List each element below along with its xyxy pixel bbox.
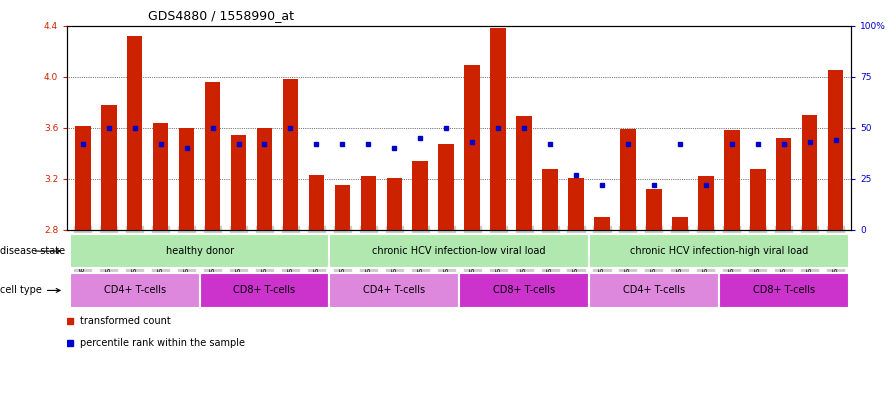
Bar <box>542 169 558 230</box>
Bar <box>231 135 246 230</box>
Text: chronic HCV infection-high viral load: chronic HCV infection-high viral load <box>630 246 808 256</box>
Text: CD4+ T-cells: CD4+ T-cells <box>104 285 166 296</box>
Bar <box>589 273 719 308</box>
Bar <box>282 79 298 230</box>
Text: percentile rank within the sample: percentile rank within the sample <box>80 338 245 348</box>
Bar <box>360 176 376 230</box>
Bar <box>776 138 791 230</box>
Bar <box>101 105 116 230</box>
Text: healthy donor: healthy donor <box>166 246 234 256</box>
Text: cell type: cell type <box>0 285 60 296</box>
Bar <box>698 176 713 230</box>
Bar <box>412 161 428 230</box>
Text: GDS4880 / 1558990_at: GDS4880 / 1558990_at <box>148 9 294 22</box>
Text: CD4+ T-cells: CD4+ T-cells <box>363 285 426 296</box>
Bar <box>672 217 687 230</box>
Bar <box>459 273 589 308</box>
Bar <box>828 70 843 230</box>
Bar <box>802 115 817 230</box>
Bar <box>646 189 661 230</box>
Bar <box>70 273 200 308</box>
Bar <box>75 127 90 230</box>
Bar <box>386 178 402 230</box>
Bar <box>200 273 330 308</box>
Bar <box>334 185 350 230</box>
Bar <box>594 217 610 230</box>
Bar <box>724 130 739 230</box>
Bar <box>330 234 589 268</box>
Text: CD8+ T-cells: CD8+ T-cells <box>234 285 296 296</box>
Bar <box>330 273 459 308</box>
Bar <box>490 28 506 230</box>
Text: chronic HCV infection-low viral load: chronic HCV infection-low viral load <box>373 246 546 256</box>
Bar <box>516 116 532 230</box>
Bar <box>127 36 142 230</box>
Bar <box>719 273 849 308</box>
Bar <box>750 169 765 230</box>
Bar <box>438 144 454 230</box>
Bar <box>568 178 584 230</box>
Bar <box>464 65 480 230</box>
Bar <box>205 82 220 230</box>
Text: CD4+ T-cells: CD4+ T-cells <box>623 285 685 296</box>
Bar <box>179 128 194 230</box>
Bar <box>153 123 168 230</box>
Bar <box>589 234 849 268</box>
Text: CD8+ T-cells: CD8+ T-cells <box>753 285 814 296</box>
Bar <box>620 129 636 230</box>
Bar <box>70 234 330 268</box>
Bar <box>257 128 272 230</box>
Bar <box>308 175 324 230</box>
Text: disease state: disease state <box>0 246 65 256</box>
Text: CD8+ T-cells: CD8+ T-cells <box>493 285 556 296</box>
Text: transformed count: transformed count <box>80 316 170 327</box>
